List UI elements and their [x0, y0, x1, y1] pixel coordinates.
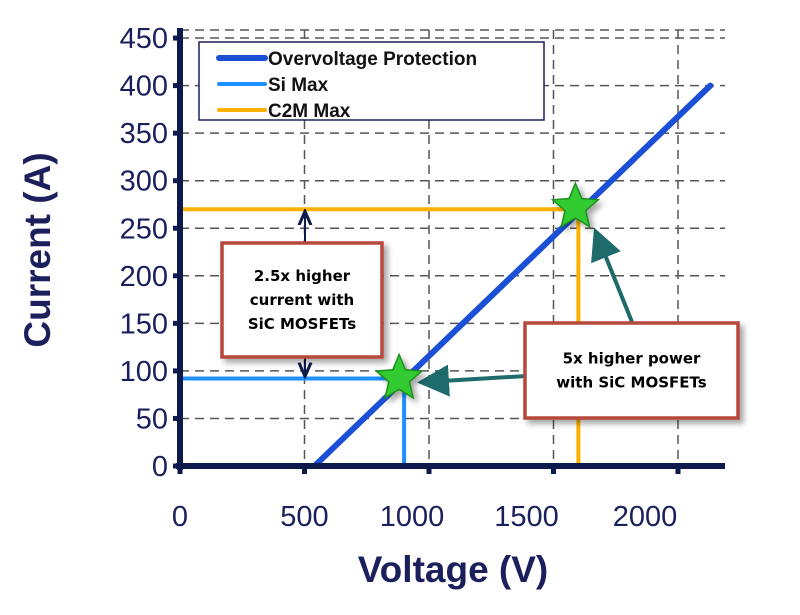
x-tick-label: 1000 — [380, 501, 445, 533]
annotation-text: current with — [250, 291, 354, 309]
y-tick-label: 0 — [152, 451, 168, 483]
arrow-to-si-star — [417, 364, 528, 397]
x-axis-title: Voltage (V) — [358, 549, 549, 590]
x-tick-label: 2000 — [613, 501, 678, 533]
y-tick-label: 350 — [120, 118, 168, 150]
arrow-to-c2m-star — [591, 227, 634, 323]
legend-label: Overvoltage Protection — [268, 49, 477, 70]
annotation-text: SiC MOSFETs — [248, 315, 356, 333]
y-tick-label: 300 — [120, 166, 168, 198]
annotation-text: 5x higher power — [563, 350, 701, 368]
series-line-si-max — [178, 376, 407, 468]
star-marker — [374, 352, 424, 400]
annotation-box — [523, 321, 740, 420]
x-tick-label: 500 — [280, 501, 328, 533]
axes — [173, 28, 725, 474]
y-tick-label: 450 — [120, 23, 168, 55]
annotation-text: with SiC MOSFETs — [556, 374, 706, 392]
y-tick-label: 50 — [136, 403, 168, 435]
legend-label: Si Max — [268, 75, 329, 96]
tick-labels: 0 50 100 150 200 250 300 350 400 450 0 500 1000 1500 2… — [120, 23, 678, 533]
y-tick-label: 400 — [120, 71, 168, 103]
annotations: 2.5x higher current with SiC MOSFETs 5x hig… — [220, 181, 740, 420]
y-tick-label: 100 — [120, 356, 168, 388]
legend: Overvoltage Protection Si Max C2M Max — [198, 41, 545, 122]
x-tick-label: 0 — [172, 501, 188, 533]
y-tick-label: 150 — [120, 308, 168, 340]
star-marker — [550, 181, 601, 229]
legend-label: C2M Max — [268, 101, 351, 122]
y-tick-label: 250 — [120, 213, 168, 245]
y-axis-title: Current (A) — [17, 152, 58, 347]
y-tick-label: 200 — [120, 261, 168, 293]
annotation-text: 2.5x higher — [254, 267, 351, 285]
annotation-box — [220, 241, 384, 359]
x-tick-label: 1500 — [494, 501, 559, 533]
